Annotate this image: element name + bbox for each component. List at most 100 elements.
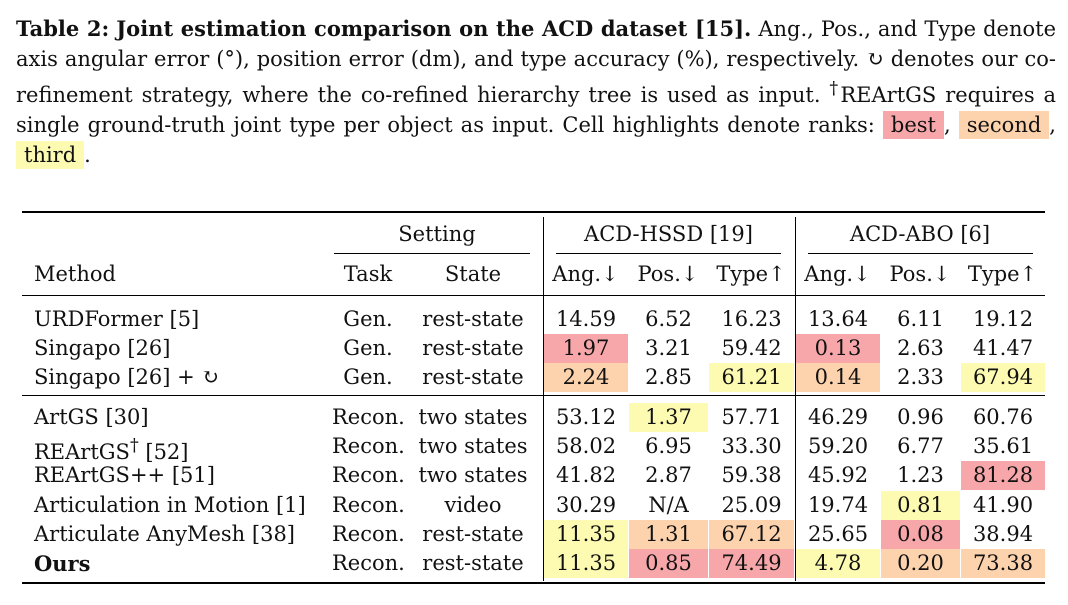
- value-cell: 2.33: [897, 365, 944, 389]
- task-cell: Recon.: [332, 522, 405, 546]
- method-name: Articulate AnyMesh [38]: [34, 522, 295, 546]
- legend-third: third: [16, 141, 85, 169]
- value-cell: 58.02: [555, 434, 617, 458]
- value-cell: 11.35: [544, 549, 628, 578]
- value-cell: 0.08: [881, 520, 960, 549]
- method-cell: Singapo [26] + ↻: [22, 363, 332, 392]
- value-cell: 41.90: [972, 493, 1034, 517]
- method-cell: Singapo [26]: [22, 334, 332, 363]
- state-cell: two states: [418, 434, 528, 458]
- caption-text-1: Ang., Pos., and Type denote axis angular…: [16, 17, 1056, 71]
- value-cell: 0.81: [881, 491, 960, 520]
- value-cell: 2.85: [645, 365, 692, 389]
- group-header-abo: ACD-ABO [6]: [849, 222, 991, 246]
- value-cell: 30.29: [555, 493, 617, 517]
- column-header: Type↑: [716, 262, 786, 286]
- value-cell: 60.76: [972, 405, 1034, 429]
- value-cell: 41.47: [972, 336, 1034, 360]
- corefine-icon: ↻: [866, 47, 884, 71]
- method-cell: REArtGS† [52]: [22, 432, 332, 464]
- value-cell: 46.29: [807, 405, 869, 429]
- dagger-mark: †: [129, 436, 139, 456]
- task-cell: Recon.: [332, 551, 405, 575]
- value-cell: 61.21: [709, 363, 794, 392]
- bottom-rule: [22, 582, 1045, 584]
- state-cell: rest-state: [422, 365, 524, 389]
- group-divider-rule: [22, 395, 1045, 396]
- hssd-cmidrule: [556, 253, 781, 254]
- method-name: Ours: [34, 551, 91, 576]
- value-cell: 0.13: [796, 334, 880, 363]
- value-cell: 53.12: [555, 405, 617, 429]
- header-rule: [22, 295, 1045, 296]
- divider-v-2: [795, 217, 796, 581]
- value-cell: 6.52: [645, 307, 692, 331]
- value-cell: 19.74: [807, 493, 869, 517]
- value-cell: 0.14: [796, 363, 880, 392]
- abo-cmidrule: [808, 253, 1033, 254]
- state-cell: rest-state: [422, 336, 524, 360]
- method-ref: [52]: [138, 440, 189, 464]
- value-cell: 59.38: [721, 463, 782, 487]
- state-cell: video: [444, 493, 502, 517]
- method-cell: Ours: [22, 549, 332, 578]
- column-header: State: [444, 262, 502, 286]
- legend-end: .: [84, 143, 91, 167]
- value-cell: 16.23: [721, 307, 782, 331]
- method-name: Singapo [26] + ↻: [34, 365, 220, 389]
- value-cell: 0.20: [881, 549, 960, 578]
- column-header: Task: [343, 262, 393, 286]
- value-cell: 67.94: [961, 363, 1045, 392]
- state-cell: two states: [418, 463, 528, 487]
- value-cell: 1.97: [544, 334, 628, 363]
- table-caption: Table 2: Joint estimation comparison on …: [16, 14, 1056, 170]
- value-cell: 0.96: [897, 405, 944, 429]
- value-cell: 38.94: [972, 522, 1034, 546]
- value-cell: 11.35: [544, 520, 628, 549]
- value-cell: 4.78: [796, 549, 880, 578]
- method-cell: URDFormer [5]: [22, 305, 332, 334]
- caption-text-2: denotes our co-refinement strategy, wher…: [16, 47, 1056, 107]
- legend-sep-2: ,: [1049, 113, 1056, 137]
- caption-title: Joint estimation comparison on the ACD d…: [116, 16, 752, 41]
- setting-cmidrule: [334, 253, 530, 254]
- task-cell: Gen.: [343, 365, 393, 389]
- task-cell: Gen.: [343, 307, 393, 331]
- value-cell: 3.21: [645, 336, 692, 360]
- value-cell: N/A: [648, 493, 689, 517]
- value-cell: 67.12: [709, 520, 794, 549]
- state-cell: rest-state: [422, 522, 524, 546]
- value-cell: 6.77: [897, 434, 944, 458]
- value-cell: 6.95: [645, 434, 692, 458]
- value-cell: 59.42: [721, 336, 782, 360]
- method-cell: REArtGS++ [51]: [22, 461, 332, 490]
- task-cell: Gen.: [343, 336, 393, 360]
- method-name: REArtGS: [34, 440, 130, 464]
- value-cell: 45.92: [807, 463, 869, 487]
- caption-label: Table 2:: [16, 16, 110, 41]
- divider-v-1: [543, 217, 544, 581]
- legend-best: best: [882, 111, 944, 139]
- state-cell: two states: [418, 405, 528, 429]
- value-cell: 35.61: [972, 434, 1034, 458]
- legend-second: second: [958, 111, 1050, 139]
- value-cell: 74.49: [709, 549, 794, 578]
- method-name: ArtGS [30]: [34, 405, 149, 429]
- value-cell: 25.09: [721, 493, 782, 517]
- value-cell: 0.85: [629, 549, 708, 578]
- task-cell: Recon.: [332, 493, 405, 517]
- state-cell: rest-state: [422, 307, 524, 331]
- value-cell: 2.87: [645, 463, 692, 487]
- value-cell: 57.71: [721, 405, 782, 429]
- method-name: REArtGS++ [51]: [34, 463, 215, 487]
- top-rule: [22, 211, 1045, 213]
- method-cell: ArtGS [30]: [22, 403, 332, 432]
- method-cell: Articulation in Motion [1]: [22, 491, 332, 520]
- value-cell: 2.24: [544, 363, 628, 392]
- value-cell: 73.38: [961, 549, 1045, 578]
- value-cell: 59.20: [807, 434, 869, 458]
- column-header: Type↑: [967, 262, 1038, 286]
- column-header: Pos.↓: [637, 262, 699, 286]
- task-cell: Recon.: [332, 434, 405, 458]
- value-cell: 1.31: [629, 520, 708, 549]
